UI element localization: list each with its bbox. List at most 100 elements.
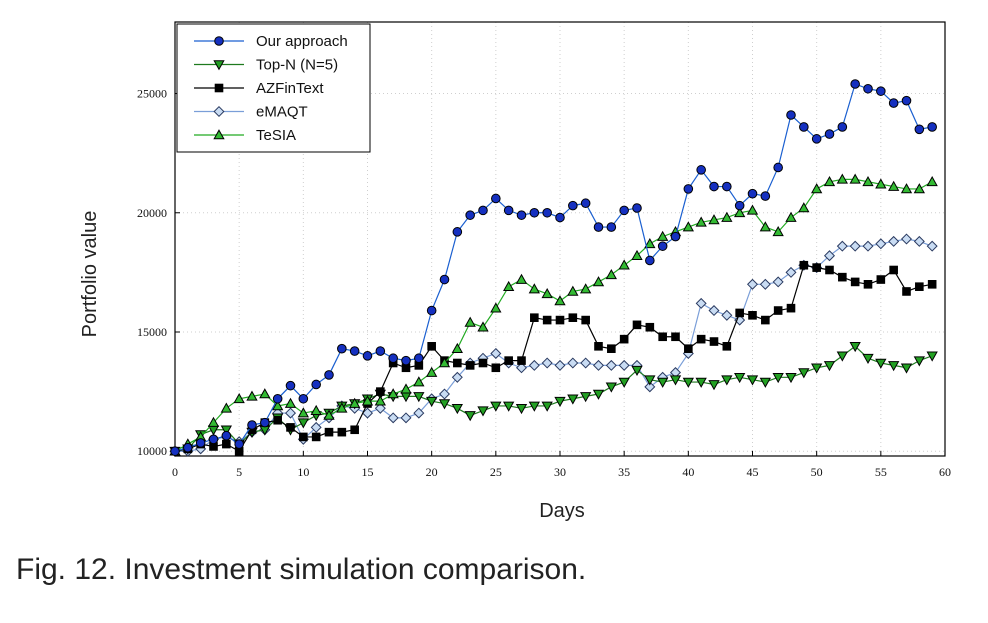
legend-item: Top-N (N=5)	[194, 57, 338, 74]
data-point	[580, 357, 592, 369]
data-point	[515, 404, 528, 415]
data-point	[567, 394, 579, 405]
data-point	[785, 266, 797, 278]
data-point	[606, 222, 617, 232]
data-point	[400, 412, 412, 424]
x-tick-label: 35	[618, 465, 630, 479]
data-point	[682, 377, 694, 388]
legend-label: Top-N (N=5)	[256, 57, 338, 74]
data-point	[734, 314, 746, 326]
data-point	[464, 411, 476, 422]
legend-label: eMAQT	[256, 104, 308, 121]
data-point	[785, 211, 797, 222]
data-point	[772, 226, 784, 237]
y-axis-label: Portfolio value	[79, 211, 101, 338]
data-point	[811, 183, 823, 194]
x-tick-label: 40	[682, 465, 694, 479]
data-point	[631, 249, 643, 260]
x-tick-label: 5	[236, 465, 242, 479]
data-point	[311, 432, 321, 442]
data-point	[849, 240, 861, 252]
x-tick-label: 25	[490, 465, 502, 479]
data-point	[567, 285, 579, 296]
data-point	[746, 375, 759, 386]
grid-lines	[175, 22, 945, 456]
legend: Our approach Top-N (N=5) AZFinText eMAQT TeS…	[176, 23, 371, 153]
data-point	[464, 316, 476, 327]
data-point	[811, 134, 822, 144]
data-point	[759, 278, 771, 290]
data-point	[221, 430, 232, 441]
data-point	[170, 446, 180, 457]
data-point	[657, 241, 668, 251]
data-point	[926, 351, 938, 362]
data-point	[721, 309, 733, 321]
data-point	[541, 288, 553, 299]
legend-item: Our approach	[194, 33, 348, 50]
data-point	[451, 371, 463, 383]
data-point	[516, 210, 527, 220]
data-point	[247, 420, 257, 430]
data-point	[862, 175, 874, 187]
data-point	[888, 361, 900, 372]
data-point	[913, 235, 925, 247]
data-point	[594, 342, 603, 351]
data-point	[233, 392, 245, 404]
data-point	[619, 334, 629, 344]
data-point	[657, 377, 669, 388]
data-point	[376, 387, 385, 396]
data-point	[721, 211, 733, 222]
data-point	[850, 79, 860, 89]
data-point	[695, 216, 707, 227]
legend-marker	[213, 129, 225, 140]
data-point	[528, 283, 540, 294]
data-point	[426, 396, 438, 407]
data-point	[207, 416, 220, 427]
data-point	[669, 375, 682, 386]
data-point	[554, 396, 566, 407]
data-point	[208, 434, 219, 445]
data-point	[528, 359, 540, 371]
data-point	[323, 409, 335, 420]
y-tick-label: 25000	[137, 87, 167, 101]
data-point	[618, 359, 630, 371]
data-point	[772, 276, 784, 288]
data-point	[708, 380, 720, 391]
data-point	[605, 268, 617, 280]
data-point	[490, 302, 502, 313]
legend-marker	[213, 105, 225, 118]
data-point	[709, 181, 719, 192]
data-point	[490, 347, 502, 359]
data-point	[273, 415, 282, 425]
data-point	[631, 365, 643, 376]
data-point	[849, 342, 861, 353]
data-point	[452, 227, 463, 237]
data-point	[400, 383, 412, 394]
data-point	[799, 260, 809, 270]
data-point	[414, 353, 424, 364]
data-point	[734, 373, 746, 384]
data-point	[438, 399, 451, 410]
data-point	[592, 276, 605, 287]
data-point	[670, 231, 681, 242]
legend-label: AZFinText	[256, 80, 324, 97]
data-point	[451, 342, 463, 353]
data-point	[401, 355, 411, 366]
data-point	[682, 221, 694, 232]
x-tick-label: 60	[939, 465, 951, 479]
legend-marker	[213, 60, 225, 71]
data-point	[554, 295, 566, 306]
data-point	[195, 438, 206, 448]
data-point	[926, 240, 938, 252]
data-point	[568, 200, 578, 211]
data-point	[592, 359, 605, 371]
data-point	[927, 122, 937, 132]
data-point	[645, 255, 655, 266]
data-point	[734, 206, 746, 218]
data-point	[426, 366, 438, 377]
data-point	[542, 315, 552, 325]
data-point	[862, 353, 874, 365]
data-point	[374, 395, 386, 406]
data-point	[696, 165, 706, 175]
data-point	[605, 359, 617, 371]
